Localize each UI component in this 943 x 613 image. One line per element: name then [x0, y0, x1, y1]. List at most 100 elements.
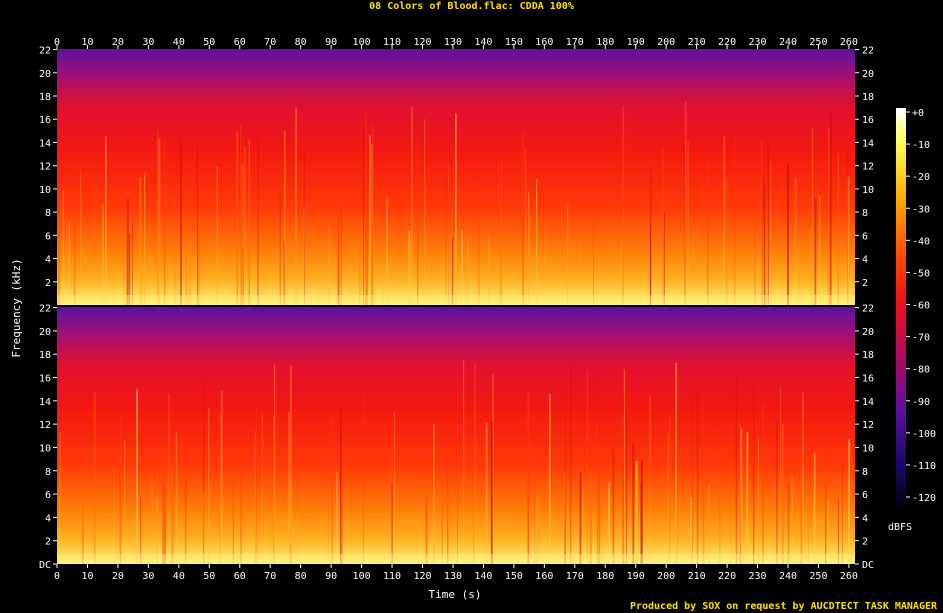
spectral-streak — [171, 465, 173, 564]
channel-2-spectrogram — [57, 307, 855, 564]
spectral-streak — [445, 176, 447, 305]
y-tick-label: 4 — [862, 255, 868, 266]
spectral-streak — [663, 211, 665, 305]
x-tick-label: 120 — [413, 37, 431, 48]
x-tick-label: 110 — [383, 571, 401, 582]
x-tick-label: 150 — [505, 571, 523, 582]
spectral-streak — [175, 432, 178, 564]
colorbar-tick-label: -60 — [912, 301, 930, 312]
x-tick-label: 90 — [325, 571, 337, 582]
spectral-streak — [362, 387, 364, 564]
spectral-streak — [140, 497, 142, 564]
spectral-streak — [567, 203, 569, 305]
spectral-streak — [621, 239, 623, 305]
spectral-streak — [623, 368, 625, 564]
y-axis-left: 2 4 6 8 10 12 14 16 18 20 22 DC 2 4 6 8 10 12 14 16 18 20 22 — [39, 46, 57, 571]
spectral-streak — [847, 148, 849, 305]
x-tick-label: 250 — [809, 571, 827, 582]
spectral-streak — [650, 166, 652, 305]
spectral-streak — [363, 129, 364, 305]
spectral-streak — [734, 135, 736, 305]
x-tick-label: 210 — [688, 37, 706, 48]
spectral-streak — [819, 195, 821, 305]
colorbar-tick-label: -30 — [912, 204, 930, 215]
spectral-streak — [408, 230, 411, 305]
spectral-streak — [448, 162, 450, 305]
spectral-streak — [490, 421, 493, 564]
spectral-streak — [156, 497, 158, 564]
spectral-streak — [473, 468, 474, 564]
y-tick-label: 20 — [862, 327, 874, 338]
x-tick-label: 90 — [325, 37, 337, 48]
spectral-streak — [474, 362, 476, 564]
spectral-streak — [123, 231, 124, 305]
channel-1-spectrogram — [57, 49, 855, 306]
spectral-streak — [534, 484, 536, 564]
y-tick-label: 6 — [45, 231, 51, 242]
spectral-streak — [813, 453, 816, 564]
x-tick-label: 250 — [809, 37, 827, 48]
y-tick-label: 18 — [862, 350, 874, 361]
spectral-streak — [417, 137, 419, 305]
spectral-streak — [492, 374, 494, 564]
y-tick-label: 4 — [45, 513, 51, 524]
spectral-streak — [582, 489, 584, 564]
x-tick-label: 20 — [112, 571, 124, 582]
spectral-streak — [787, 164, 789, 305]
spectral-streak — [283, 241, 285, 305]
spectral-streak — [593, 201, 594, 305]
x-tick-label: 180 — [596, 37, 614, 48]
spectral-streak — [461, 229, 463, 305]
spectral-streak — [136, 389, 138, 564]
x-tick-label: 210 — [688, 571, 706, 582]
spectral-streak — [596, 422, 598, 564]
x-tick-label: 170 — [566, 37, 584, 48]
spectral-streak — [842, 462, 843, 564]
spectral-streak — [290, 365, 292, 564]
x-tick-label: 180 — [596, 571, 614, 582]
spectral-streak — [455, 113, 457, 306]
x-tick-label: 30 — [142, 37, 154, 48]
spectral-streak — [126, 221, 128, 305]
spectral-streak — [753, 383, 755, 564]
spectral-streak — [837, 153, 839, 305]
spectral-streak — [597, 368, 599, 564]
spectral-streak — [144, 173, 146, 305]
spectral-streak — [527, 391, 530, 564]
spectral-streak — [544, 224, 546, 305]
x-tick-label: 100 — [353, 37, 371, 48]
spectral-streak — [762, 174, 764, 305]
x-axis-bottom: 0 10 20 30 40 50 60 70 80 90 100 110 120 130 140 150 160… — [54, 564, 858, 582]
y-tick-label: DC — [39, 560, 51, 571]
spectral-streak — [635, 461, 638, 564]
spectral-streak — [257, 131, 259, 305]
spectral-streak — [667, 432, 669, 564]
spectral-streak — [608, 483, 610, 564]
spectral-streak — [140, 184, 142, 305]
y-tick-label: 2 — [862, 278, 868, 289]
spectral-streak — [802, 391, 804, 564]
y-tick-label: 14 — [862, 397, 874, 408]
spectral-streak — [702, 395, 705, 564]
spectral-streak — [261, 412, 263, 564]
spectral-streak — [827, 498, 829, 564]
spectral-streak — [762, 403, 764, 564]
colorbar-tick-label: -80 — [912, 365, 930, 376]
spectral-streak — [687, 141, 689, 305]
spectral-streak — [340, 208, 342, 305]
y-tick-label: 22 — [862, 46, 874, 57]
spectral-streak — [127, 198, 129, 305]
x-tick-label: 160 — [535, 571, 553, 582]
colorbar-tick-label: -10 — [912, 140, 930, 151]
spectral-streak — [208, 408, 210, 564]
spectral-streak — [848, 439, 851, 564]
spectral-streak — [424, 119, 426, 305]
footer-credit: Produced by SOX on request by AUCDTECT T… — [629, 601, 937, 612]
spectral-streak — [809, 228, 811, 305]
spectral-streak — [787, 483, 790, 564]
y-tick-label: 20 — [862, 69, 874, 80]
y-tick-label: 2 — [862, 537, 868, 548]
x-tick-label: 80 — [295, 37, 307, 48]
spectral-streak — [242, 136, 244, 305]
